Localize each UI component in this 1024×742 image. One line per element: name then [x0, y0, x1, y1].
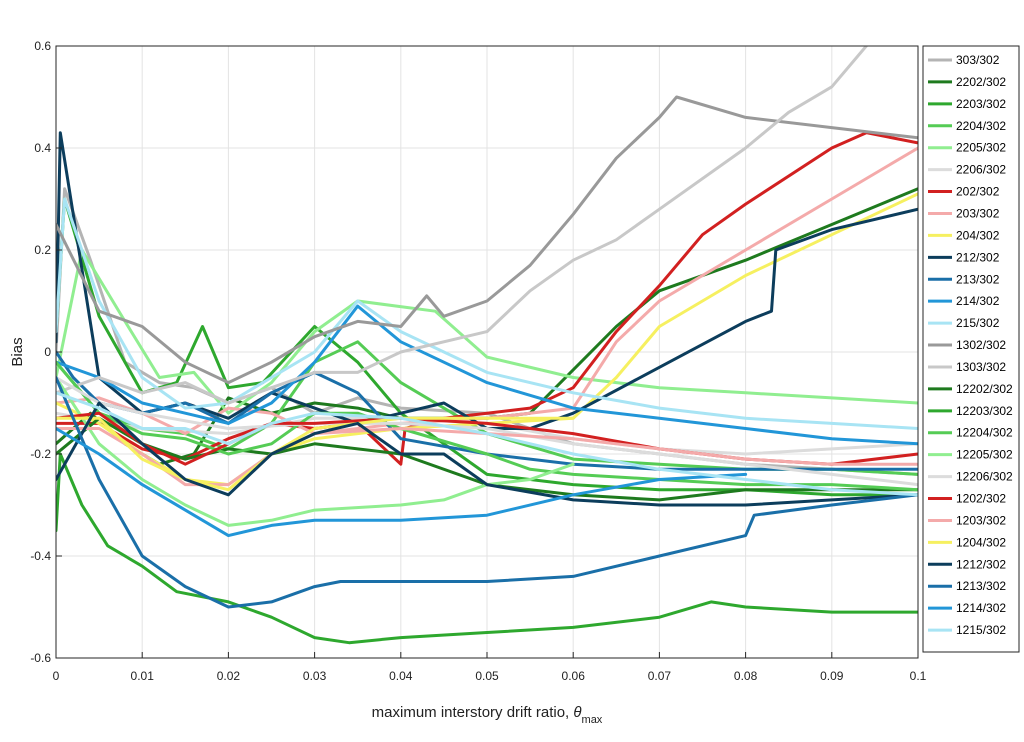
- legend-item: 214/302: [928, 294, 1000, 308]
- x-tick-label: 0.07: [648, 669, 672, 683]
- series-line-18: [56, 376, 575, 527]
- y-tick-label: -0.6: [30, 651, 51, 665]
- y-tick-label: 0: [44, 345, 51, 359]
- legend-item: 1203/302: [928, 513, 1006, 527]
- legend-label: 213/302: [956, 272, 1000, 286]
- x-tick-label: 0.05: [475, 669, 499, 683]
- legend-item: 212/302: [928, 250, 1000, 264]
- x-axis-ticks: 0 0.01 0.02 0.03 0.04 0.05 0.06 0.07 0.08 0.09 0.1: [53, 652, 927, 683]
- x-tick-label: 0.09: [820, 669, 844, 683]
- y-axis-ticks: -0.6 -0.4 -0.2 0 0.2 0.4 0.6: [30, 39, 62, 665]
- x-tick-label: 0.08: [734, 669, 758, 683]
- series-line-4: [56, 248, 918, 415]
- legend-label: 1202/302: [956, 492, 1006, 506]
- x-tick-label: 0: [53, 669, 60, 683]
- series-line-14: [56, 46, 868, 405]
- legend-label: 12202/302: [956, 382, 1013, 396]
- legend-label: 2202/302: [956, 75, 1006, 89]
- x-axis-title: maximum interstory drift ratio, θmax: [372, 704, 603, 726]
- legend-item: 1214/302: [928, 601, 1006, 615]
- legend-label: 12204/302: [956, 426, 1013, 440]
- legend-label: 215/302: [956, 316, 1000, 330]
- series-line-16: [56, 452, 918, 645]
- legend-item: 1302/302: [928, 338, 1006, 352]
- series-line-21: [56, 427, 918, 487]
- legend-item: 202/302: [928, 185, 1000, 199]
- legend-item: 12204/302: [928, 426, 1013, 440]
- legend-item: 2205/302: [928, 141, 1006, 155]
- legend-item: 2202/302: [928, 75, 1006, 89]
- legend-label: 2203/302: [956, 97, 1006, 111]
- y-tick-label: 0.2: [34, 243, 51, 257]
- legend-label: 1213/302: [956, 579, 1006, 593]
- y-tick-label: -0.4: [30, 549, 51, 563]
- series-line-25: [56, 427, 748, 538]
- legend-item: 12203/302: [928, 404, 1013, 418]
- legend-label: 12205/302: [956, 448, 1013, 462]
- legend-item: 1202/302: [928, 492, 1006, 506]
- legend-item: 1204/302: [928, 535, 1006, 549]
- legend-label: 1214/302: [956, 601, 1006, 615]
- legend-label: 12203/302: [956, 404, 1013, 418]
- series-line-23: [56, 401, 918, 507]
- legend-item: 1303/302: [928, 360, 1006, 374]
- x-tick-label: 0.03: [303, 669, 327, 683]
- series-line-24: [56, 376, 918, 609]
- legend-item: 2203/302: [928, 97, 1006, 111]
- legend-label: 303/302: [956, 53, 1000, 67]
- x-tick-label: 0.06: [562, 669, 586, 683]
- legend-label: 1203/302: [956, 513, 1006, 527]
- legend-item: 303/302: [928, 53, 1000, 67]
- legend-label: 1303/302: [956, 360, 1006, 374]
- x-tick-label: 0.01: [131, 669, 155, 683]
- y-tick-label: 0.4: [34, 141, 51, 155]
- legend-label: 202/302: [956, 185, 1000, 199]
- legend-label: 212/302: [956, 250, 1000, 264]
- series-line-26: [56, 391, 918, 497]
- series-line-12: [56, 197, 918, 430]
- legend-item: 2204/302: [928, 119, 1006, 133]
- legend-item: 213/302: [928, 272, 1000, 286]
- legend-item: 12206/302: [928, 470, 1013, 484]
- legend-label: 2206/302: [956, 163, 1006, 177]
- legend-label: 2205/302: [956, 141, 1006, 155]
- legend-item: 204/302: [928, 228, 1000, 242]
- legend-item: 2206/302: [928, 163, 1006, 177]
- legend-item: 1212/302: [928, 557, 1006, 571]
- x-tick-label: 0.1: [910, 669, 927, 683]
- series-line-22: [56, 416, 575, 492]
- y-tick-label: -0.2: [30, 447, 51, 461]
- x-axis-title-symbol: θ: [573, 704, 581, 721]
- legend-item: 1215/302: [928, 623, 1006, 637]
- series-line-11: [56, 304, 918, 446]
- x-tick-label: 0.02: [217, 669, 241, 683]
- legend-item: 12205/302: [928, 448, 1013, 462]
- legend-items: 303/302 2202/302 2203/302 2204/302 2205/302 2…: [928, 53, 1013, 637]
- legend-label: 203/302: [956, 206, 1000, 220]
- legend-label: 214/302: [956, 294, 1000, 308]
- legend-item: 203/302: [928, 206, 1000, 220]
- series-layer: [56, 46, 918, 645]
- legend-label: 1204/302: [956, 535, 1006, 549]
- legend-item: 1213/302: [928, 579, 1006, 593]
- legend-label: 12206/302: [956, 470, 1013, 484]
- x-axis-title-text: maximum interstory drift ratio,: [372, 704, 574, 721]
- legend-label: 1215/302: [956, 623, 1006, 637]
- y-tick-label: 0.6: [34, 39, 51, 53]
- legend-item: 215/302: [928, 316, 1000, 330]
- plot-area: 0 0.01 0.02 0.03 0.04 0.05 0.06 0.07 0.08 0.09 0.1…: [30, 39, 926, 683]
- series-line-2: [56, 197, 918, 497]
- series-line-13: [56, 95, 918, 385]
- y-axis-title: Bias: [9, 337, 26, 366]
- x-tick-label: 0.04: [389, 669, 413, 683]
- legend-item: 12202/302: [928, 382, 1013, 396]
- legend: 303/302 2202/302 2203/302 2204/302 2205/302 2…: [922, 45, 1020, 653]
- legend-label: 204/302: [956, 228, 1000, 242]
- x-axis-title-subscript: max: [582, 714, 603, 726]
- legend-label: 1212/302: [956, 557, 1006, 571]
- legend-label: 2204/302: [956, 119, 1006, 133]
- legend-label: 1302/302: [956, 338, 1006, 352]
